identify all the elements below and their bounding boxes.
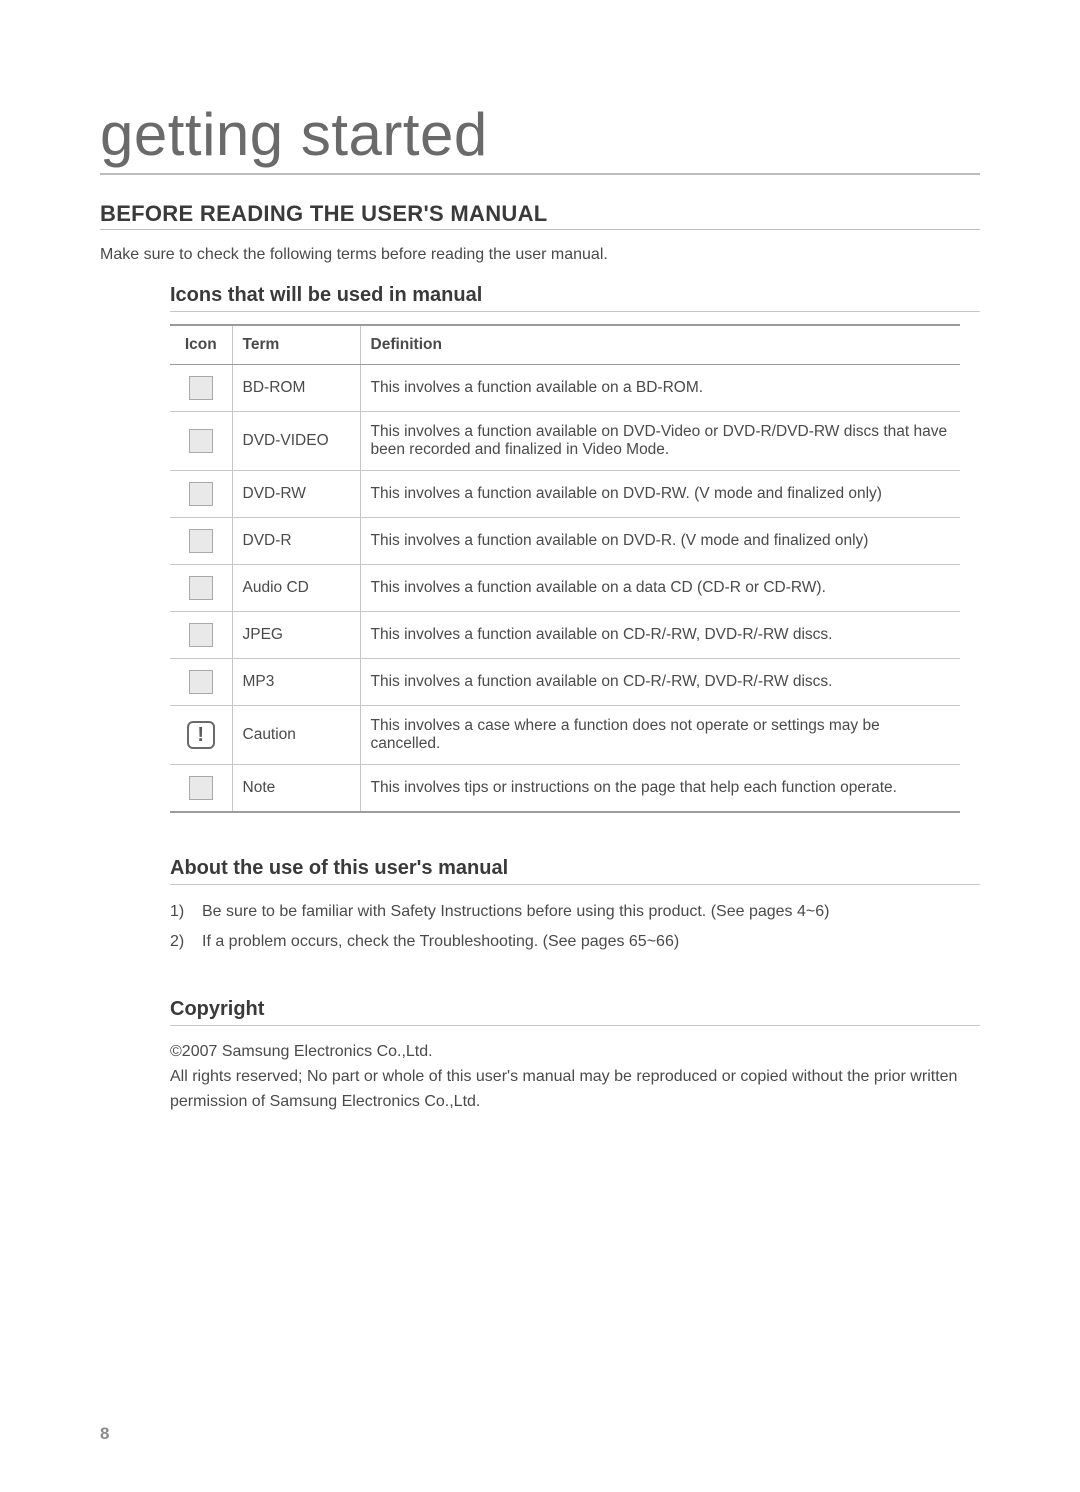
definition-cell: This involves tips or instructions on th… xyxy=(360,765,960,813)
definition-cell: This involves a function available on DV… xyxy=(360,471,960,518)
definition-cell: This involves a function available on DV… xyxy=(360,518,960,565)
list-item-number: 2) xyxy=(170,929,192,955)
column-header-term: Term xyxy=(232,325,360,365)
term-cell: Audio CD xyxy=(232,565,360,612)
note-icon xyxy=(189,776,213,800)
table-row: ! Caution This involves a case where a f… xyxy=(170,706,960,765)
term-cell: DVD-RW xyxy=(232,471,360,518)
page-number: 8 xyxy=(100,1424,109,1444)
table-row: DVD-R This involves a function available… xyxy=(170,518,960,565)
intro-text: Make sure to check the following terms b… xyxy=(100,246,980,264)
table-row: JPEG This involves a function available … xyxy=(170,612,960,659)
disc-icon xyxy=(189,482,213,506)
section-heading-before-reading: BEFORE READING THE USER'S MANUAL xyxy=(100,201,980,230)
copyright-line: ©2007 Samsung Electronics Co.,Ltd. xyxy=(170,1040,980,1065)
table-row: Audio CD This involves a function availa… xyxy=(170,565,960,612)
table-row: Note This involves tips or instructions … xyxy=(170,765,960,813)
column-header-definition: Definition xyxy=(360,325,960,365)
page-content: getting started BEFORE READING THE USER'… xyxy=(100,100,980,1115)
term-cell: Caution xyxy=(232,706,360,765)
table-row: DVD-RW This involves a function availabl… xyxy=(170,471,960,518)
sub-heading-icons: Icons that will be used in manual xyxy=(170,284,980,312)
term-cell: DVD-R xyxy=(232,518,360,565)
copyright-body: ©2007 Samsung Electronics Co.,Ltd. All r… xyxy=(170,1040,980,1114)
disc-icon xyxy=(189,429,213,453)
term-cell: Note xyxy=(232,765,360,813)
page-title: getting started xyxy=(100,100,980,175)
disc-icon xyxy=(189,529,213,553)
definition-cell: This involves a function available on a … xyxy=(360,565,960,612)
list-item-text: Be sure to be familiar with Safety Instr… xyxy=(202,899,829,925)
list-item: 1) Be sure to be familiar with Safety In… xyxy=(170,899,980,925)
sub-heading-copyright: Copyright xyxy=(170,998,980,1026)
term-cell: MP3 xyxy=(232,659,360,706)
disc-icon xyxy=(189,623,213,647)
table-row: MP3 This involves a function available o… xyxy=(170,659,960,706)
table-row: BD-ROM This involves a function availabl… xyxy=(170,365,960,412)
sub-heading-about-use: About the use of this user's manual xyxy=(170,857,980,885)
disc-icon xyxy=(189,576,213,600)
icons-table: Icon Term Definition BD-ROM This involve… xyxy=(170,324,960,813)
table-row: DVD-VIDEO This involves a function avail… xyxy=(170,412,960,471)
term-cell: BD-ROM xyxy=(232,365,360,412)
definition-cell: This involves a case where a function do… xyxy=(360,706,960,765)
copyright-line: All rights reserved; No part or whole of… xyxy=(170,1065,980,1115)
definition-cell: This involves a function available on DV… xyxy=(360,412,960,471)
column-header-icon: Icon xyxy=(170,325,232,365)
definition-cell: This involves a function available on CD… xyxy=(360,612,960,659)
term-cell: DVD-VIDEO xyxy=(232,412,360,471)
definition-cell: This involves a function available on CD… xyxy=(360,659,960,706)
table-header-row: Icon Term Definition xyxy=(170,325,960,365)
list-item-text: If a problem occurs, check the Troublesh… xyxy=(202,929,679,955)
list-item: 2) If a problem occurs, check the Troubl… xyxy=(170,929,980,955)
term-cell: JPEG xyxy=(232,612,360,659)
disc-icon xyxy=(189,670,213,694)
about-use-list: 1) Be sure to be familiar with Safety In… xyxy=(170,899,980,954)
caution-icon: ! xyxy=(187,721,215,749)
definition-cell: This involves a function available on a … xyxy=(360,365,960,412)
list-item-number: 1) xyxy=(170,899,192,925)
disc-icon xyxy=(189,376,213,400)
